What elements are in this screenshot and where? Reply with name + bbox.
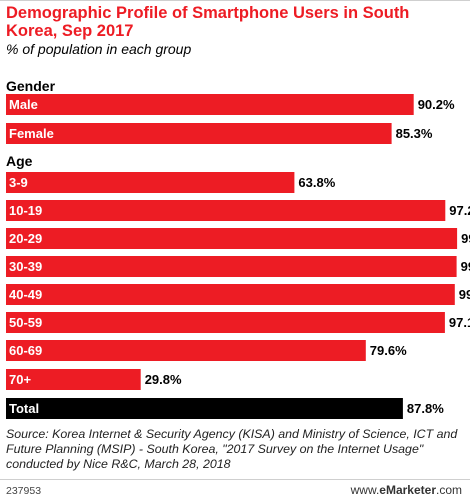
- source-note: Source: Korea Internet & Security Agency…: [6, 427, 458, 471]
- footer-divider: [0, 479, 470, 480]
- value-label: 85.3%: [396, 126, 433, 141]
- chart-id: 237953: [6, 485, 42, 497]
- value-label: 99.3%: [459, 287, 470, 302]
- bar: [6, 256, 457, 277]
- top-divider: [0, 0, 470, 1]
- bar: [6, 340, 366, 361]
- value-label: 99.7%: [461, 259, 470, 274]
- group-label: Age: [6, 153, 33, 169]
- bar: [6, 228, 458, 249]
- group-label: Gender: [6, 78, 56, 94]
- bar-label: 20-29: [9, 231, 42, 246]
- bar-label: 40-49: [9, 287, 42, 302]
- bar-label: Male: [9, 97, 38, 112]
- bar-label: Female: [9, 126, 54, 141]
- chart-subtitle: % of population in each group: [6, 41, 192, 57]
- bar-label: 50-59: [9, 315, 42, 330]
- bar-chart: Gender Male 90.2% Female 85.3% Age 3-9 63.8% 10-…: [6, 78, 470, 419]
- chart-title: Demographic Profile of Smartphone Users …: [6, 4, 410, 40]
- bar: [6, 94, 414, 115]
- bar-label: 10-19: [9, 203, 42, 218]
- bar: [6, 200, 446, 221]
- bar-label: 60-69: [9, 343, 42, 358]
- bar: [6, 398, 403, 419]
- value-label: 97.2%: [449, 203, 470, 218]
- emarketer-logo: www.eMarketer.com: [350, 483, 462, 497]
- bar: [6, 172, 295, 193]
- value-label: 29.8%: [145, 372, 182, 387]
- bar: [6, 284, 455, 305]
- value-label: 99.8%: [461, 231, 470, 246]
- value-label: 63.8%: [298, 175, 335, 190]
- value-label: 97.1%: [449, 315, 470, 330]
- bar: [6, 369, 141, 390]
- bar-label: 30-39: [9, 259, 42, 274]
- bar-label: 70+: [9, 372, 31, 387]
- bar: [6, 312, 445, 333]
- value-label: 79.6%: [370, 343, 407, 358]
- bar: [6, 123, 392, 144]
- value-label: 90.2%: [418, 97, 455, 112]
- bar-label: Total: [9, 401, 39, 416]
- bar-label: 3-9: [9, 175, 28, 190]
- value-label: 87.8%: [407, 401, 444, 416]
